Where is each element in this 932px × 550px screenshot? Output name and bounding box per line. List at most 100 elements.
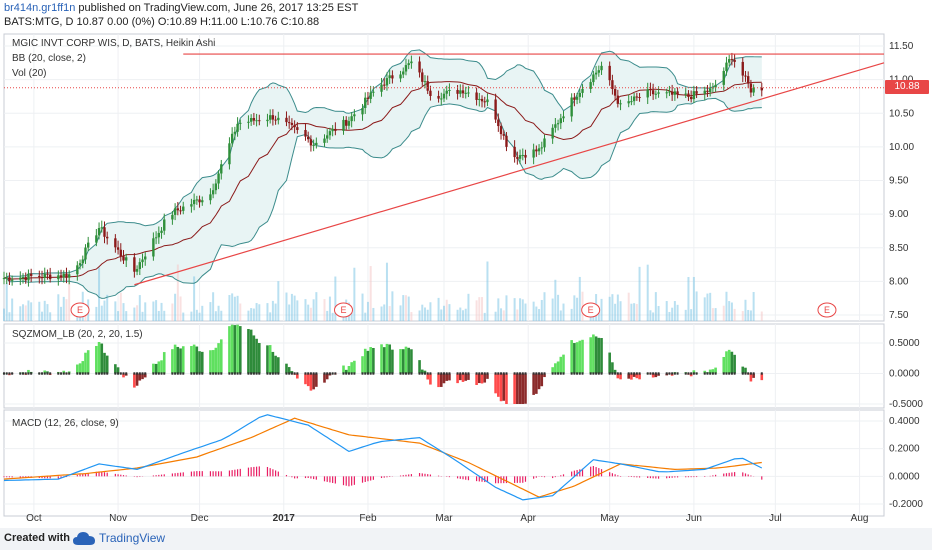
sqz-bar — [277, 357, 280, 374]
published-text: published on TradingView.com, June 26, 2… — [78, 2, 359, 14]
candle-body — [646, 89, 649, 98]
sqz-bar — [152, 363, 155, 374]
sqz-dot — [543, 372, 546, 375]
sqz-bar — [420, 369, 424, 374]
volume-bar — [483, 312, 486, 321]
candle-body — [540, 147, 543, 149]
sqz-dot — [500, 372, 503, 375]
candle-body — [426, 81, 429, 91]
sqz-dot — [551, 372, 554, 375]
volume-bar — [212, 292, 215, 321]
sqz-bar — [382, 347, 386, 374]
sqz-dot — [559, 372, 562, 375]
candle-body — [255, 120, 258, 122]
sqz-dot — [380, 372, 383, 375]
macd-hist-bar — [136, 476, 138, 478]
volume-bar — [630, 303, 633, 321]
volume-bar — [106, 294, 109, 321]
candle-body — [220, 164, 223, 174]
candle-body — [233, 131, 237, 134]
candle-body — [163, 219, 166, 231]
sqz-bar — [162, 352, 166, 374]
candle-body — [372, 91, 375, 93]
sqz-bar — [274, 355, 277, 374]
macd-indicator-label[interactable]: MACD (12, 26, close, 9) — [12, 418, 119, 429]
volume-bar — [576, 297, 579, 321]
volume-bar — [551, 298, 554, 321]
sqz-indicator-label[interactable]: SQZMOM_LB (20, 2, 20, 1.5) — [12, 329, 143, 340]
sqz-bar — [236, 324, 239, 374]
sqz-bar — [214, 347, 218, 374]
volume-bar — [383, 304, 386, 321]
sqz-bar — [200, 351, 204, 374]
sqz-bar — [562, 354, 565, 374]
volume-bar — [467, 293, 470, 321]
candle-body — [19, 277, 22, 280]
sqz-dot — [540, 372, 543, 375]
macd-hist-bar — [630, 476, 633, 477]
macd-hist-bar — [723, 473, 725, 477]
price-tick-label: 11.50 — [889, 41, 914, 52]
volume-bar — [692, 276, 695, 321]
candle-body — [573, 97, 576, 100]
macd-hist-bar — [160, 474, 163, 477]
volume-bar — [138, 295, 141, 321]
sqz-bar — [592, 334, 595, 374]
price-tick-label: 10.00 — [889, 142, 914, 153]
sqz-dot — [475, 372, 478, 375]
macd-hist-bar — [459, 476, 461, 479]
candle-body — [760, 87, 763, 91]
volume-bar — [312, 299, 315, 321]
candle-body — [676, 91, 679, 95]
macd-hist-bar — [239, 468, 241, 477]
macd-hist-bar — [424, 473, 426, 477]
sqz-dot — [258, 372, 261, 375]
sqz-bar — [181, 346, 185, 374]
volume-bar — [122, 303, 125, 321]
candle-body — [364, 97, 367, 109]
macd-hist-bar — [345, 476, 347, 486]
main-pane-title[interactable]: MGIC INVT CORP WIS, D, BATS, Heikin Ashi — [12, 38, 216, 49]
candle-body — [613, 89, 617, 96]
macd-hist-bar — [122, 475, 125, 477]
sqz-bar — [249, 329, 253, 374]
publisher-user[interactable]: br414n.gr1ff1n — [4, 2, 76, 14]
sqz-bar — [353, 360, 356, 374]
candle-body — [407, 63, 410, 66]
sqz-dot — [440, 372, 443, 375]
candle-body — [535, 149, 538, 152]
sqz-dot — [649, 372, 652, 375]
tradingview-brand[interactable]: TradingView — [99, 531, 166, 545]
volume-bar — [3, 308, 5, 321]
macd-hist-bar — [633, 476, 635, 478]
candle-body — [304, 129, 307, 137]
candle-body — [461, 90, 465, 94]
vol-indicator-label[interactable]: Vol (20) — [12, 68, 47, 79]
sqz-bar — [532, 373, 535, 395]
sqz-bar — [448, 373, 451, 381]
sqz-dot — [752, 372, 755, 375]
candle-body — [464, 92, 467, 94]
bb-indicator-label[interactable]: BB (20, close, 2) — [12, 53, 86, 64]
sqz-dot — [49, 372, 52, 375]
volume-bar — [68, 274, 71, 321]
sqz-dot — [399, 372, 402, 375]
macd-hist-bar — [704, 476, 706, 477]
macd-hist-bar — [19, 476, 21, 478]
volume-bar — [293, 295, 296, 321]
macd-hist-bar — [258, 466, 260, 477]
macd-hist-bar — [636, 476, 638, 478]
volume-bar — [437, 297, 440, 321]
macd-hist-bar — [560, 475, 562, 477]
candle-body — [562, 116, 565, 119]
volume-bar — [722, 305, 725, 321]
sqz-bar — [543, 373, 546, 378]
sqz-dot — [665, 372, 668, 375]
sqz-dot — [722, 372, 725, 375]
sqz-bar — [388, 344, 391, 374]
candle-body — [228, 143, 231, 165]
candle-body — [706, 90, 709, 93]
volume-bar — [117, 311, 120, 321]
sqz-dot — [505, 372, 508, 375]
candle-body — [423, 81, 427, 83]
